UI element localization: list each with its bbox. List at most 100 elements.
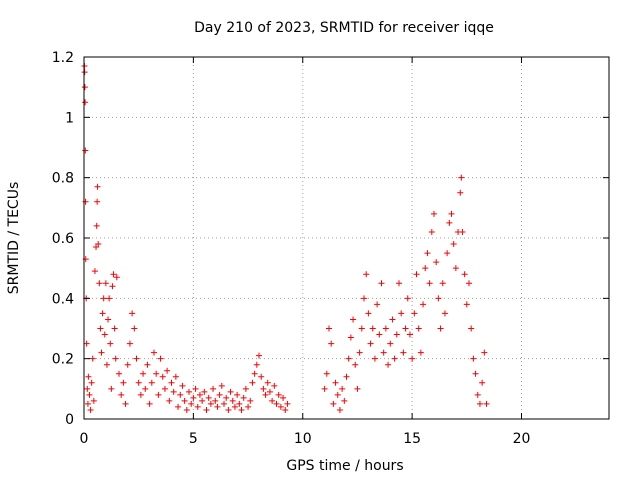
x-tick-label: 5	[189, 431, 198, 447]
data-point	[170, 388, 177, 395]
data-point	[129, 310, 136, 317]
data-point	[321, 385, 328, 392]
data-point	[411, 310, 418, 317]
data-point	[428, 228, 435, 235]
data-point	[201, 388, 208, 395]
data-point	[264, 379, 271, 386]
data-point	[367, 340, 374, 347]
data-point	[207, 400, 214, 407]
data-point	[172, 373, 179, 380]
data-point	[245, 403, 252, 410]
data-point	[448, 210, 455, 217]
data-point	[186, 388, 192, 395]
data-point	[441, 310, 448, 317]
data-point	[398, 310, 405, 317]
data-point	[371, 355, 378, 362]
data-point	[365, 310, 372, 317]
data-point	[273, 400, 280, 407]
data-point	[109, 283, 116, 290]
data-point	[94, 198, 101, 205]
data-point	[470, 355, 477, 362]
y-tick-label: 0.4	[52, 291, 74, 307]
data-point	[356, 349, 363, 356]
data-point	[393, 331, 400, 338]
data-point	[332, 379, 339, 386]
data-point	[116, 370, 122, 377]
data-point	[424, 250, 431, 257]
data-point	[157, 355, 164, 362]
data-point	[105, 316, 112, 323]
data-point	[435, 295, 442, 302]
y-axis-label: SRMTID / TECUs	[6, 182, 22, 295]
data-point	[396, 280, 402, 287]
data-point	[81, 69, 88, 76]
data-point	[135, 379, 142, 386]
data-point	[369, 325, 376, 332]
data-point	[194, 403, 201, 410]
data-point	[426, 280, 433, 287]
data-point	[131, 325, 138, 332]
data-point	[89, 355, 96, 362]
y-tick-label: 1	[65, 110, 74, 126]
data-point	[216, 391, 223, 398]
data-point	[361, 295, 367, 302]
data-point	[343, 373, 350, 380]
data-point	[247, 397, 254, 404]
plot-frame	[83, 56, 610, 420]
data-point	[341, 397, 348, 404]
data-point	[205, 394, 212, 401]
data-point	[91, 268, 98, 275]
data-point	[83, 340, 90, 347]
data-point	[271, 382, 278, 389]
x-axis-label: GPS time / hours	[286, 458, 403, 474]
data-point	[266, 388, 273, 395]
data-point	[142, 385, 149, 392]
data-point	[85, 373, 92, 380]
data-point	[402, 325, 409, 332]
data-point	[97, 325, 104, 332]
data-point	[88, 379, 95, 386]
data-point	[236, 400, 243, 407]
data-point	[159, 373, 166, 380]
data-point	[328, 340, 335, 347]
data-point	[472, 370, 479, 377]
data-point	[221, 400, 227, 407]
data-point	[282, 406, 289, 413]
data-point	[100, 295, 107, 302]
data-point	[256, 352, 262, 359]
data-point	[81, 84, 88, 91]
data-point	[444, 250, 451, 257]
data-point	[196, 391, 203, 398]
axis-ticks: 0 0.2 0.4 0.6 0.8 1 1.2 0 5 10 15 20	[52, 50, 609, 447]
data-point	[350, 316, 357, 323]
data-point	[280, 394, 287, 401]
y-tick-label: 0.8	[52, 171, 74, 187]
data-point	[101, 331, 108, 338]
data-point	[93, 244, 100, 251]
data-point	[118, 391, 125, 398]
data-point	[352, 361, 359, 368]
data-point	[98, 349, 105, 356]
data-point	[90, 397, 97, 404]
data-point	[347, 334, 354, 341]
data-point	[168, 379, 175, 386]
data-point	[148, 379, 155, 386]
data-point	[218, 382, 225, 389]
data-point	[380, 349, 387, 356]
data-point	[382, 325, 389, 332]
data-point	[330, 400, 337, 407]
data-point	[240, 394, 247, 401]
data-point	[459, 228, 466, 235]
data-point	[474, 391, 481, 398]
data-point	[199, 397, 206, 404]
data-point	[354, 385, 361, 392]
data-point	[413, 271, 420, 278]
data-point	[111, 325, 118, 332]
data-point	[223, 394, 230, 401]
data-point	[262, 391, 269, 398]
data-point	[190, 394, 197, 401]
data-point	[95, 241, 102, 248]
data-point	[260, 385, 267, 392]
data-point	[137, 391, 144, 398]
data-point	[439, 280, 446, 287]
